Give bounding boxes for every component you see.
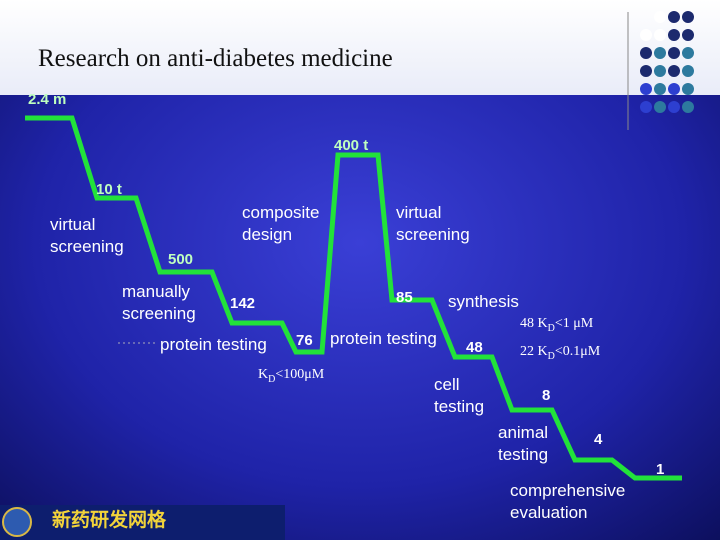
quantity-label: 76 xyxy=(296,332,313,349)
note-text: 22 K xyxy=(520,344,548,359)
dot xyxy=(654,83,666,95)
note-subscript: D xyxy=(548,323,555,334)
labels: 2.4 m 10 t 500 142 76 400 t 85 48 8 4 1 virtual scre… xyxy=(28,91,664,522)
dot xyxy=(682,65,694,77)
stage-label: comprehensive evaluation xyxy=(510,481,625,522)
dot xyxy=(668,83,680,95)
stage-label: animal testing xyxy=(498,423,548,464)
dot xyxy=(668,47,680,59)
note-text: <100μM xyxy=(275,367,324,382)
note-text: <0.1μM xyxy=(555,344,601,359)
quantity-label: 1 xyxy=(656,461,664,478)
dot xyxy=(654,101,666,113)
note-subscript: D xyxy=(268,374,275,385)
dot xyxy=(682,29,694,41)
stage-label: protein testing xyxy=(160,335,267,354)
stage-label: synthesis xyxy=(448,292,519,311)
stage-label: cell testing xyxy=(434,375,484,416)
dot xyxy=(682,101,694,113)
dot xyxy=(682,47,694,59)
dot xyxy=(654,11,666,23)
dot xyxy=(640,83,652,95)
dot xyxy=(654,65,666,77)
dot xyxy=(668,101,680,113)
dot xyxy=(654,29,666,41)
dot xyxy=(654,47,666,59)
stage-label: virtual screening xyxy=(50,215,124,256)
quantity-label: 48 xyxy=(466,339,483,356)
stage-label: manually screening xyxy=(122,282,196,323)
dot xyxy=(682,11,694,23)
dot xyxy=(668,65,680,77)
note-text: <1 μM xyxy=(555,316,594,331)
dot-grid xyxy=(640,11,694,113)
dot xyxy=(668,29,680,41)
dot xyxy=(640,65,652,77)
funnel-line xyxy=(25,115,682,481)
note-subscript: D xyxy=(548,351,555,362)
note-text: 48 K xyxy=(520,316,548,331)
logo-band xyxy=(0,505,285,540)
quantity-label: 85 xyxy=(396,289,413,306)
note: KD<100μM xyxy=(258,367,325,385)
dot xyxy=(682,83,694,95)
note: 22 KD<0.1μM xyxy=(520,344,601,362)
quantity-label: 8 xyxy=(542,387,550,404)
note: 48 KD<1 μM xyxy=(520,316,594,334)
logo-text: 新药研发网格 xyxy=(52,508,167,531)
dot xyxy=(640,29,652,41)
quantity-label: 500 xyxy=(168,251,193,268)
slide-title: Research on anti-diabetes medicine xyxy=(38,45,393,72)
quantity-label: 4 xyxy=(594,431,603,448)
dot xyxy=(640,101,652,113)
dot xyxy=(640,47,652,59)
stage-label: virtual screening xyxy=(396,203,470,244)
note-text: K xyxy=(258,367,268,382)
title-band xyxy=(0,0,720,95)
quantity-label: 2.4 m xyxy=(28,91,66,108)
quantity-label: 400 t xyxy=(334,137,368,154)
quantity-label: 10 t xyxy=(96,181,122,198)
stage-label: protein testing xyxy=(330,329,437,348)
stage-label: composite design xyxy=(242,203,319,244)
dot xyxy=(668,11,680,23)
logo-emblem xyxy=(2,507,32,537)
quantity-label: 142 xyxy=(230,295,255,312)
